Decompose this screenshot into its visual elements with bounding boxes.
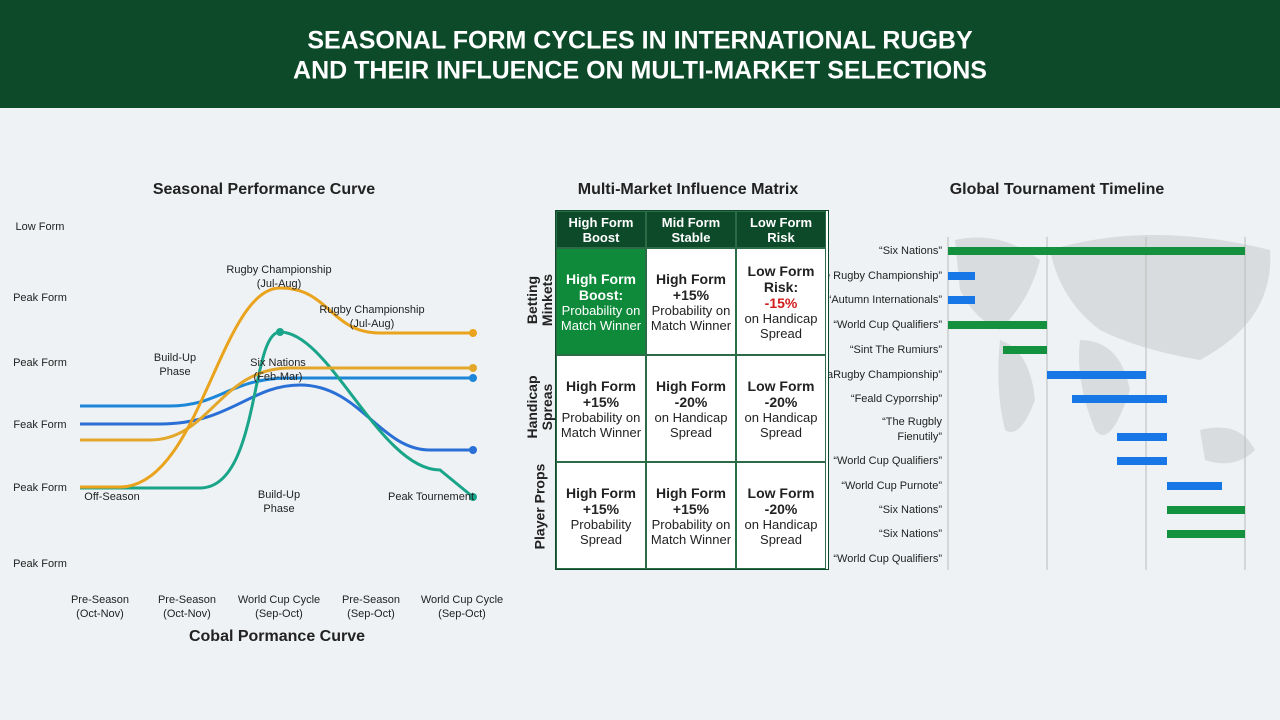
label: Six Nations	[250, 357, 306, 369]
cell-text: on Handicap Spread	[744, 516, 818, 547]
label: (Sep-Oct)	[347, 608, 395, 620]
cell-text: Low Form -20%	[747, 377, 815, 410]
label: Global Tournament Timeline	[950, 181, 1165, 198]
label: Phase	[159, 366, 190, 378]
matrix-cell: Low Form Risk: -15% on Handicap Spread	[736, 248, 826, 355]
label: Phase	[263, 503, 294, 515]
matrix-cell: Low Form -20% on Handicap Spread	[736, 462, 826, 569]
cell-text: Player Props	[531, 463, 548, 550]
cell-text: High Form Boost	[568, 214, 634, 245]
label: Rugby Championship	[226, 264, 331, 276]
label: World Cup Cycle	[421, 594, 503, 606]
matrix-cell: High Form +15% Probability Spread	[556, 462, 646, 569]
cell-text: -15%	[764, 294, 798, 311]
column-header: Mid Form Stable	[646, 211, 736, 248]
cell-text: High Form Boost:	[566, 270, 636, 303]
matrix-cell: High Form -20% on Handicap Spread	[646, 355, 736, 462]
cell-text: Probability on Match Winner	[560, 409, 642, 440]
label: “Six Nations”	[879, 245, 942, 257]
label: AND THEIR INFLUENCE ON MULTI-MARKET SELE…	[293, 57, 987, 85]
label: Build-Up	[154, 352, 196, 364]
matrix-cell: High Form +15% Probability on Match Winne…	[646, 248, 736, 355]
timeline-grid	[947, 237, 1246, 570]
cell-text: Low Form Risk:	[747, 262, 815, 295]
label: Pre-Season	[342, 594, 400, 606]
label: Peak Tournement	[388, 491, 474, 503]
label: Seasonal Performance Curve	[153, 181, 375, 198]
label: (Feb-Mar)	[254, 371, 303, 383]
matrix-header: High Form Boost Mid Form Stable Low Form R…	[556, 211, 828, 248]
label: (Sep-Oct)	[438, 608, 486, 620]
label: “ThaRugby Championship”	[811, 369, 943, 381]
cell-text: Low Form -20%	[747, 484, 815, 517]
cell-text: Low Form Risk	[749, 214, 813, 245]
matrix-row: High Form Boost: Probability on Match Win…	[556, 248, 828, 355]
cell-text: Betting Minkets	[524, 273, 555, 327]
matrix-cell: High Form Boost: Probability on Match Win…	[556, 248, 646, 355]
form-curves	[80, 286, 477, 501]
cell-text: High Form +15%	[656, 484, 726, 517]
label: (Jul-Aug)	[350, 318, 395, 330]
matrix-cell: High Form +15% Probability on Match Winne…	[556, 355, 646, 462]
label: “Feald Cyporrship”	[851, 393, 942, 405]
label: Build-Up	[258, 489, 300, 501]
cell-text: High Form +15%	[566, 484, 636, 517]
cell-text: High Form -20%	[656, 377, 726, 410]
label: Rugby Championship	[319, 304, 424, 316]
label: “World Cup Purnote”	[841, 480, 942, 492]
label: Peak Form	[13, 292, 67, 304]
label: Peak Form	[13, 558, 67, 570]
label: Fienutily”	[897, 431, 942, 443]
cell-text: Handicap Spreas	[524, 375, 555, 439]
matrix-cell: Low Form -20% on Handicap Spread	[736, 355, 826, 462]
label: “The Rugby Championship”	[807, 270, 942, 282]
label: (Jul-Aug)	[257, 278, 302, 290]
matrix-row: High Form +15% Probability on Match Winne…	[556, 355, 828, 462]
label: “World Cup Qualifiers”	[833, 553, 942, 565]
influence-matrix: High Form Boost Mid Form Stable Low Form R…	[555, 210, 829, 570]
cell-text: Probability on Match Winner	[650, 516, 732, 547]
column-header: Low Form Risk	[736, 211, 826, 248]
label: (Oct-Nov)	[76, 608, 124, 620]
matrix-cell: High Form +15% Probability on Match Winne…	[646, 462, 736, 569]
cell-text: High Form +15%	[566, 377, 636, 410]
cell-text: on Handicap Spread	[654, 409, 728, 440]
label: (Oct-Nov)	[163, 608, 211, 620]
column-header: High Form Boost	[556, 211, 646, 248]
timeline-bars	[948, 247, 1245, 538]
cell-text: Probability on Match Winner	[560, 302, 642, 333]
label: Feak Form	[13, 419, 66, 431]
label: “Sint The Rumiurs”	[850, 344, 942, 356]
label: Peak Form	[13, 357, 67, 369]
label: “Autumn Internationals”	[828, 294, 943, 306]
cell-text: Probability on Match Winner	[650, 302, 732, 333]
label: “Six Nations”	[879, 528, 942, 540]
matrix-row: High Form +15% Probability Spread High For…	[556, 462, 828, 569]
label: “The Rugbly	[882, 416, 942, 428]
label: Pre-Season	[71, 594, 129, 606]
cell-text: on Handicap Spread	[744, 310, 818, 341]
label: Pre-Season	[158, 594, 216, 606]
cell-text: Probability Spread	[570, 516, 632, 547]
cell-text: High Form +15%	[656, 270, 726, 303]
label: (Sep-Oct)	[255, 608, 303, 620]
label: World Cup Cycle	[238, 594, 320, 606]
world-map	[955, 235, 1271, 464]
cell-text: Mid Form Stable	[661, 214, 721, 245]
header-bar	[0, 0, 1280, 108]
label: “Six Nations”	[879, 504, 942, 516]
label: Multi-Market Influence Matrix	[578, 181, 799, 198]
label: Peak Form	[13, 482, 67, 494]
label: SEASONAL FORM CYCLES IN INTERNATIONAL RU…	[307, 27, 973, 55]
cell-text: on Handicap Spread	[744, 409, 818, 440]
label: “World Cup Qualifiers”	[833, 319, 942, 331]
label: Cobal Pormance Curve	[189, 628, 365, 645]
label: Off-Season	[84, 491, 139, 503]
label: Low Form	[16, 221, 65, 233]
label: “World Cup Qualifiers”	[833, 455, 942, 467]
